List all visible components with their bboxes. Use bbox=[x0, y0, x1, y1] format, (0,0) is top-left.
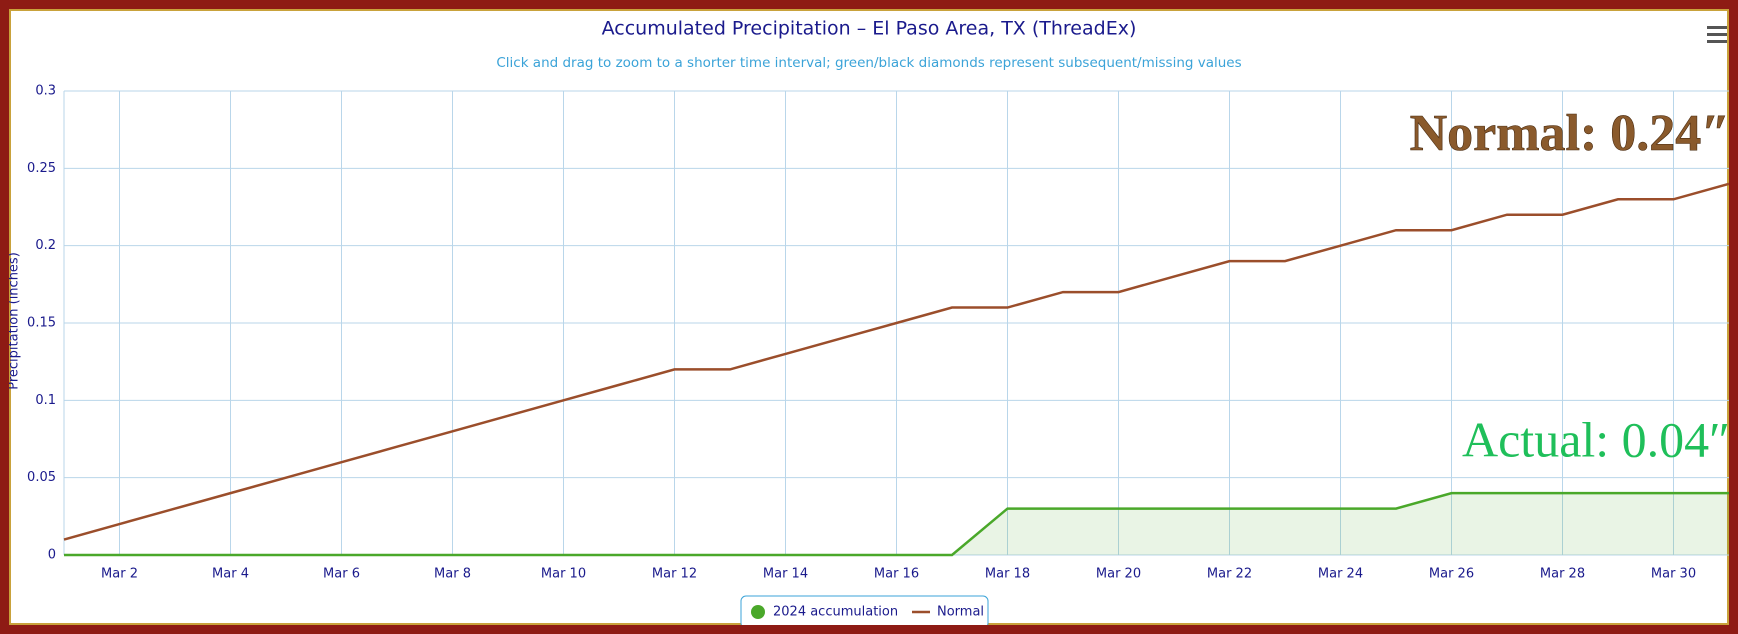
menu-icon[interactable] bbox=[1707, 26, 1727, 43]
x-tick-label: Mar 26 bbox=[1429, 567, 1474, 582]
x-tick-label: Mar 18 bbox=[985, 567, 1030, 582]
annotation: Normal: 0.24″ bbox=[1410, 105, 1730, 162]
menu-bar bbox=[1707, 26, 1727, 29]
x-tick-label: Mar 22 bbox=[1207, 567, 1252, 582]
x-tick-label: Mar 2 bbox=[101, 567, 138, 582]
legend: 2024 accumulation Normal bbox=[740, 595, 989, 625]
menu-bar bbox=[1707, 40, 1727, 43]
annotation: Actual: 0.04″ bbox=[1462, 411, 1730, 467]
y-tick-label: 0.1 bbox=[35, 393, 56, 408]
y-tick-label: 0.3 bbox=[35, 84, 56, 99]
y-tick-label: 0.2 bbox=[35, 238, 56, 253]
x-tick-label: Mar 20 bbox=[1096, 567, 1141, 582]
x-tick-label: Mar 16 bbox=[874, 567, 919, 582]
x-tick-label: Mar 6 bbox=[323, 567, 360, 582]
x-tick-label: Mar 10 bbox=[541, 567, 586, 582]
legend-label: 2024 accumulation bbox=[773, 605, 898, 620]
x-tick-label: Mar 14 bbox=[763, 567, 808, 582]
menu-bar bbox=[1707, 33, 1727, 36]
x-tick-label: Mar 4 bbox=[212, 567, 249, 582]
x-tick-label: Mar 28 bbox=[1540, 567, 1585, 582]
legend-swatch bbox=[751, 605, 765, 619]
y-tick-label: 0.25 bbox=[27, 161, 56, 176]
line bbox=[63, 182, 1729, 541]
chart-subtitle: Click and drag to zoom to a shorter time… bbox=[496, 55, 1241, 71]
legend-box bbox=[740, 595, 989, 625]
x-tick-label: Mar 8 bbox=[434, 567, 471, 582]
line bbox=[64, 491, 1729, 557]
x-tick-label: Mar 12 bbox=[652, 567, 697, 582]
y-tick-label: 0 bbox=[48, 548, 56, 563]
chart-title: Accumulated Precipitation – El Paso Area… bbox=[602, 18, 1137, 40]
y-tick-label: 0.15 bbox=[27, 316, 56, 331]
legend-label: Normal bbox=[937, 605, 984, 620]
x-tick-label: Mar 24 bbox=[1318, 567, 1363, 582]
y-axis-label: Precipitation (inches) bbox=[7, 252, 22, 390]
y-tick-label: 0.05 bbox=[27, 470, 56, 485]
x-tick-label: Mar 30 bbox=[1651, 567, 1696, 582]
